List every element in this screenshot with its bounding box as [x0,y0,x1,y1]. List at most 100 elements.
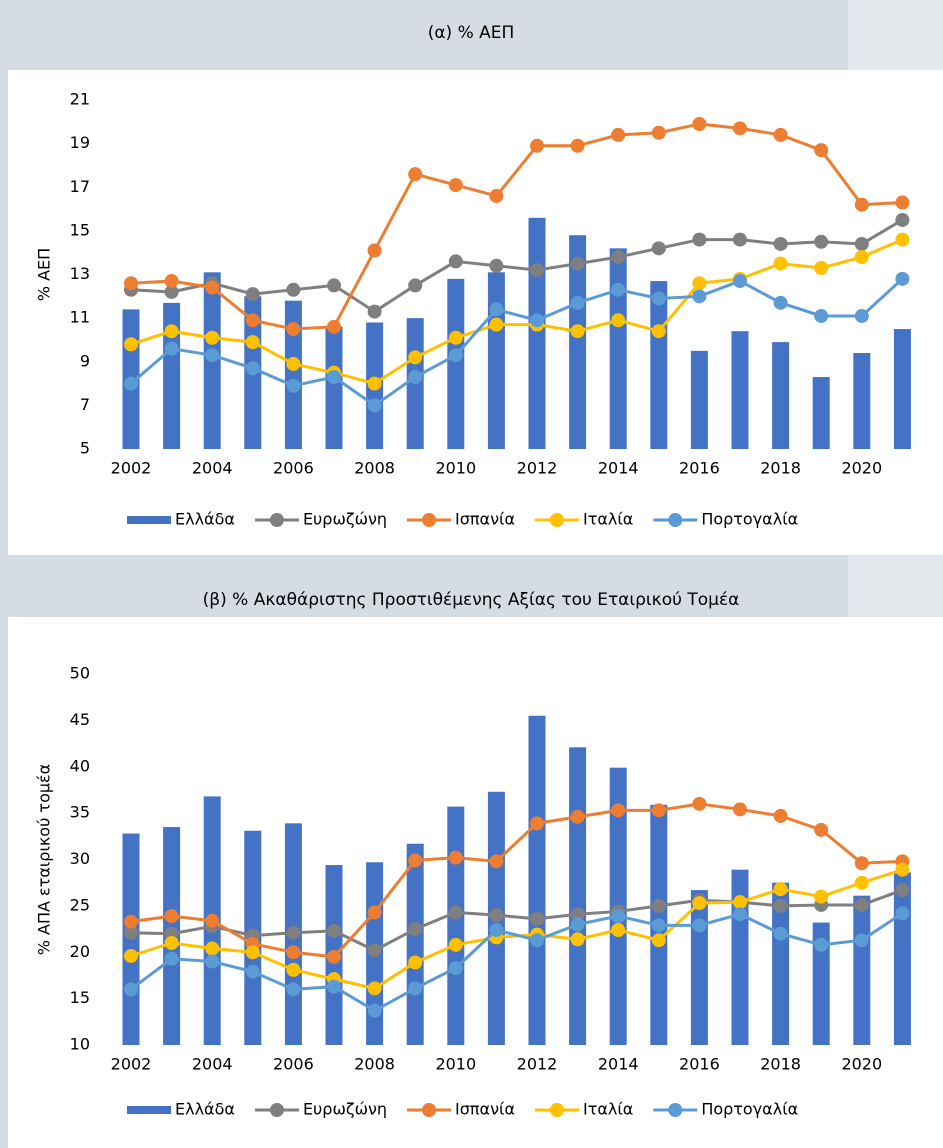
marker [489,317,504,332]
legend-label: Ελλάδα [175,1100,235,1119]
marker [570,809,585,824]
bar [487,272,505,449]
legend-swatch [549,1103,564,1117]
marker [814,822,829,837]
marker [286,322,301,337]
marker [164,951,179,966]
y-axis-label: % ΑΠΑ εταιρικού τομέα [35,764,54,955]
marker [854,197,869,212]
marker [489,922,504,937]
marker [611,803,626,818]
legend-swatch [127,516,171,524]
bar [163,302,181,449]
marker [367,1003,382,1018]
marker [773,236,788,251]
marker [611,282,626,297]
marker [773,808,788,823]
marker [489,188,504,203]
bar [447,278,465,449]
marker [530,911,544,926]
marker [124,376,138,391]
marker [733,121,747,136]
y-tick-label: 25 [70,895,90,914]
marker [570,907,585,922]
y-tick-label: 15 [70,220,90,239]
marker [692,116,707,131]
marker [205,913,220,928]
marker [530,816,544,831]
marker [205,348,220,363]
marker [286,378,301,393]
marker [286,982,301,997]
legend-label: Ευρωζώνη [303,510,387,529]
marker [124,925,138,940]
marker [448,905,463,920]
marker [164,274,179,289]
marker [530,263,544,278]
x-tick-label: 2014 [598,1055,639,1074]
legend-swatch [422,1103,437,1117]
marker [448,850,463,865]
y-tick-label: 5 [80,439,90,458]
marker [408,350,423,365]
bar [690,890,708,1045]
marker [530,138,544,153]
legend-label: Ευρωζώνη [303,1100,387,1119]
marker [611,313,626,328]
marker [692,289,707,304]
marker [733,907,747,922]
x-tick-label: 2012 [517,459,558,478]
marker [651,324,666,339]
marker [854,236,869,251]
legend-swatch [668,1103,683,1117]
marker [733,232,747,247]
chart-title: (α) % ΑΕΠ [428,23,515,43]
bar [772,882,790,1045]
marker [773,882,788,897]
marker [205,280,220,295]
marker [530,933,544,948]
x-tick-label: 2020 [841,459,882,478]
marker [895,195,910,210]
header-strip [848,0,943,70]
marker [570,138,585,153]
marker [773,926,788,941]
marker [733,802,747,817]
legend-swatch [549,513,564,527]
y-tick-label: 50 [70,664,90,683]
y-tick-label: 17 [70,177,90,196]
bar [772,342,790,449]
legend-label: Ελλάδα [175,510,235,529]
bar [609,248,627,449]
y-tick-label: 7 [80,395,90,414]
marker [651,803,666,818]
marker [286,925,301,940]
marker [814,937,829,952]
marker [854,875,869,890]
marker [773,295,788,310]
line [130,277,904,408]
marker [367,943,382,958]
y-tick-label: 45 [70,710,90,729]
marker [408,955,423,970]
bar [893,329,911,449]
x-tick-label: 2020 [841,1055,882,1074]
bar [325,326,343,449]
marker [854,856,869,871]
marker [692,896,707,911]
line [130,912,904,1013]
marker [692,796,707,811]
marker [205,330,220,345]
x-tick-label: 2010 [435,1055,476,1074]
marker [895,883,910,898]
marker [448,254,463,269]
marker [245,335,260,350]
bar [690,350,708,449]
marker [773,127,788,142]
legend-swatch [127,1106,171,1114]
marker [570,295,585,310]
marker [286,962,301,977]
marker [611,127,626,142]
marker [448,178,463,193]
marker [733,895,747,910]
